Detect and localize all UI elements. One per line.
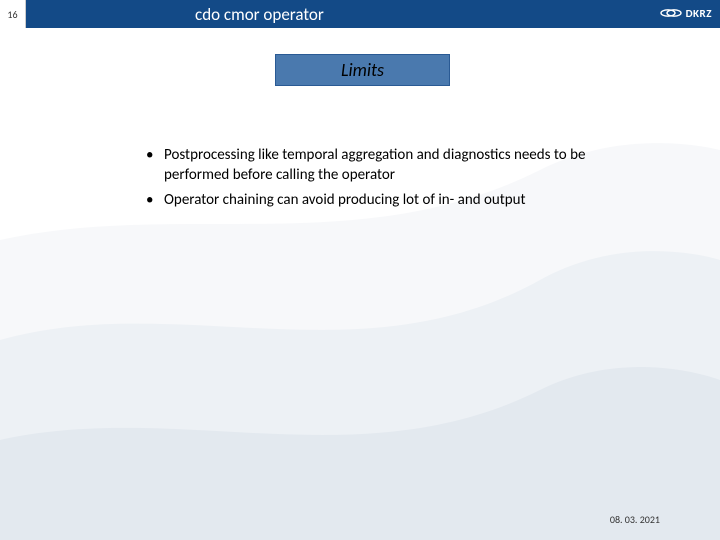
logo: DKRZ bbox=[660, 2, 712, 24]
list-item: Operator chaining can avoid producing lo… bbox=[140, 190, 625, 210]
section-badge: Limits bbox=[275, 54, 450, 86]
header-bar: cdo cmor operator bbox=[0, 0, 720, 28]
slide: 16 cdo cmor operator DKRZ Limits Postpro… bbox=[0, 0, 720, 540]
logo-text: DKRZ bbox=[686, 7, 712, 20]
bullet-text: Operator chaining can avoid producing lo… bbox=[164, 191, 526, 209]
section-badge-label: Limits bbox=[341, 59, 384, 81]
footer-date: 08. 03. 2021 bbox=[610, 513, 660, 526]
header-title: cdo cmor operator bbox=[195, 4, 324, 25]
list-item: Postprocessing like temporal aggregation… bbox=[140, 145, 625, 186]
dkrz-logo-icon bbox=[660, 2, 682, 24]
bullet-list: Postprocessing like temporal aggregation… bbox=[140, 145, 625, 214]
bullet-text: Postprocessing like temporal aggregation… bbox=[164, 146, 585, 184]
page-number: 16 bbox=[0, 0, 26, 28]
